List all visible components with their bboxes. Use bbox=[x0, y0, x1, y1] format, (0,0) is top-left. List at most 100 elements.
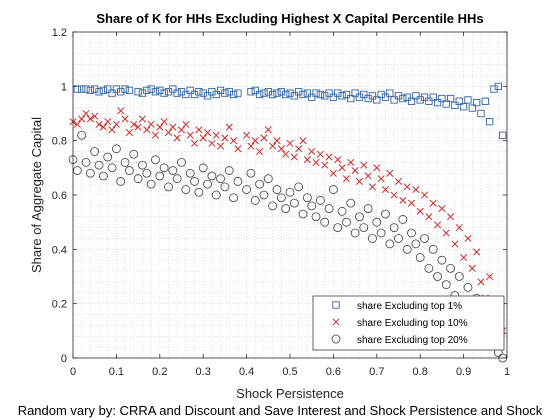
point-top20 bbox=[125, 166, 134, 175]
point-top20 bbox=[424, 263, 434, 273]
point-top10 bbox=[151, 131, 160, 139]
point-top20 bbox=[441, 280, 451, 290]
point-top20 bbox=[185, 168, 195, 178]
point-top10 bbox=[308, 147, 316, 156]
point-top20 bbox=[246, 168, 256, 178]
point-top10 bbox=[112, 120, 120, 128]
x-marker-stroke bbox=[434, 221, 442, 229]
point-top20 bbox=[437, 255, 447, 265]
point-top1 bbox=[247, 88, 255, 96]
x-marker-stroke bbox=[212, 131, 220, 139]
x-marker-stroke bbox=[403, 183, 411, 191]
point-top1 bbox=[104, 85, 112, 93]
point-top20 bbox=[164, 182, 173, 192]
point-top1 bbox=[442, 100, 450, 108]
legend-marker-top1 bbox=[332, 301, 340, 309]
x-marker-stroke bbox=[95, 120, 103, 128]
footnote: Random vary by: CRRA and Discount and Sa… bbox=[18, 403, 543, 418]
point-top1 bbox=[446, 94, 455, 103]
point-top10 bbox=[91, 112, 99, 120]
y-axis-ticks: 0 0.2 0.4 0.6 0.8 1 1.2 bbox=[52, 27, 507, 365]
point-top20 bbox=[268, 201, 278, 211]
x-marker-stroke bbox=[134, 123, 142, 131]
x-marker-stroke bbox=[321, 161, 329, 169]
x-marker-stroke bbox=[373, 164, 381, 172]
x-marker-stroke bbox=[143, 126, 151, 134]
point-top10 bbox=[399, 196, 407, 204]
x-marker-stroke bbox=[260, 134, 268, 142]
point-top10 bbox=[264, 126, 272, 134]
x-marker-stroke bbox=[99, 123, 107, 131]
x-marker-stroke bbox=[381, 186, 390, 194]
point-top1 bbox=[490, 85, 498, 93]
x-tick-label: 0.4 bbox=[239, 366, 254, 378]
series-top20 bbox=[68, 130, 508, 363]
point-top1 bbox=[325, 89, 333, 97]
point-top1 bbox=[78, 85, 86, 93]
point-top10 bbox=[386, 169, 394, 177]
x-marker-stroke bbox=[332, 318, 340, 326]
x-tick-label: 0.5 bbox=[282, 366, 297, 378]
x-marker-stroke bbox=[273, 137, 281, 145]
point-top1 bbox=[433, 98, 442, 107]
x-marker-stroke bbox=[104, 118, 112, 126]
y-tick-label: 0 bbox=[61, 353, 67, 365]
point-top20 bbox=[138, 160, 147, 170]
point-top1 bbox=[186, 86, 194, 95]
point-top1 bbox=[360, 90, 368, 99]
point-top1 bbox=[221, 89, 229, 97]
point-top20 bbox=[272, 185, 282, 194]
point-top1 bbox=[472, 98, 481, 107]
x-marker-stroke bbox=[286, 139, 294, 147]
point-top20 bbox=[159, 163, 169, 173]
x-marker-stroke bbox=[269, 142, 277, 150]
point-top10 bbox=[334, 156, 342, 164]
x-marker-stroke bbox=[182, 120, 190, 128]
x-marker-stroke bbox=[425, 213, 433, 221]
x-marker-stroke bbox=[173, 134, 181, 142]
legend-marker-top20 bbox=[331, 334, 341, 344]
point-top20 bbox=[112, 144, 121, 154]
point-top10 bbox=[173, 134, 181, 142]
point-top10 bbox=[190, 139, 199, 147]
legend: share Excluding top 1% share Excluding t… bbox=[312, 295, 505, 351]
point-top1 bbox=[303, 89, 312, 97]
point-top20 bbox=[94, 160, 104, 170]
point-top10 bbox=[147, 120, 155, 128]
point-top20 bbox=[263, 174, 273, 184]
x-marker-stroke bbox=[312, 158, 320, 166]
point-top10 bbox=[86, 115, 94, 123]
point-top1 bbox=[199, 89, 207, 97]
point-top20 bbox=[81, 157, 91, 167]
point-top20 bbox=[407, 228, 416, 238]
x-tick-label: 1 bbox=[504, 366, 510, 378]
x-marker-stroke bbox=[195, 126, 203, 134]
point-top1 bbox=[438, 94, 446, 103]
point-top1 bbox=[373, 96, 381, 104]
point-top10 bbox=[203, 128, 212, 137]
point-top20 bbox=[294, 182, 304, 192]
point-top1 bbox=[329, 93, 338, 101]
point-top1 bbox=[451, 101, 459, 110]
x-marker-stroke bbox=[455, 224, 463, 232]
point-top1 bbox=[368, 92, 377, 100]
point-top20 bbox=[428, 244, 438, 254]
x-marker-stroke bbox=[338, 164, 346, 172]
x-marker-stroke bbox=[121, 115, 129, 123]
point-top1 bbox=[164, 88, 173, 96]
point-top20 bbox=[216, 174, 225, 184]
point-top1 bbox=[407, 97, 416, 105]
point-top10 bbox=[134, 123, 142, 131]
point-top10 bbox=[347, 158, 355, 166]
point-top1 bbox=[312, 89, 320, 97]
x-marker-stroke bbox=[277, 145, 285, 153]
point-top1 bbox=[255, 90, 264, 99]
x-marker-stroke bbox=[247, 142, 255, 150]
x-marker-stroke bbox=[316, 150, 324, 158]
point-top20 bbox=[211, 190, 221, 200]
point-top20 bbox=[242, 185, 252, 194]
x-marker-stroke bbox=[282, 150, 290, 158]
point-top1 bbox=[277, 88, 285, 96]
point-top10 bbox=[78, 115, 86, 123]
